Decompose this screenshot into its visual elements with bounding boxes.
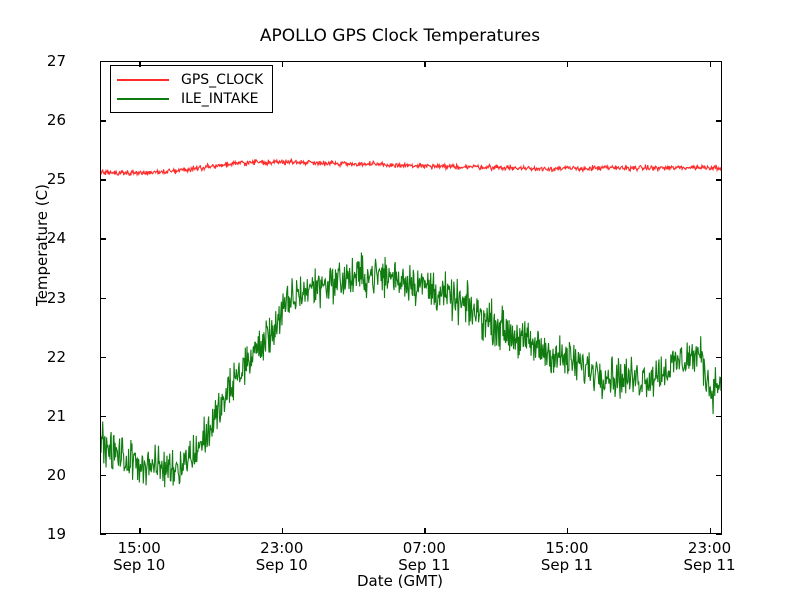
y-tick-mark xyxy=(716,356,722,359)
x-tick-date: Sep 10 xyxy=(113,556,166,574)
chart-title: APOLLO GPS Clock Temperatures xyxy=(259,26,541,46)
y-tick-label: 22 xyxy=(46,347,66,366)
y-tick-mark xyxy=(100,474,106,477)
y-tick-label: 20 xyxy=(46,465,66,484)
y-tick-label: 26 xyxy=(46,111,66,130)
y-tick-mark xyxy=(100,356,106,359)
legend-item: ILE_INTAKE xyxy=(117,89,263,108)
y-tick-mark xyxy=(716,61,722,63)
x-tick-mark xyxy=(139,61,141,67)
y-tick-label: 21 xyxy=(46,406,66,425)
y-tick-label: 25 xyxy=(46,170,66,189)
y-tick-mark xyxy=(716,297,722,299)
y-tick-mark xyxy=(100,61,106,63)
y-tick-mark xyxy=(716,534,722,536)
x-tick-mark xyxy=(281,61,284,67)
y-tick-label: 19 xyxy=(46,525,66,543)
legend-label: GPS_CLOCK xyxy=(181,71,264,88)
legend-item: GPS_CLOCK xyxy=(117,70,263,89)
x-tick-time: 23:00 xyxy=(260,539,304,557)
x-tick-label: 15:00 Sep 10 xyxy=(113,540,165,574)
x-tick-date: Sep 11 xyxy=(683,556,736,574)
y-tick-label: 27 xyxy=(46,52,66,70)
x-tick-mark xyxy=(281,528,284,534)
x-tick-mark xyxy=(709,528,711,534)
x-tick-label: 23:00 Sep 11 xyxy=(683,540,735,574)
x-tick-mark xyxy=(709,61,711,67)
x-tick-label: 15:00 Sep 11 xyxy=(541,540,593,574)
x-axis-label: Date (GMT) xyxy=(356,572,444,590)
x-tick-time: 07:00 xyxy=(402,539,446,557)
x-tick-time: 15:00 xyxy=(545,539,589,557)
plot-lines xyxy=(101,157,721,488)
x-tick-mark xyxy=(566,528,569,534)
x-tick-time: 23:00 xyxy=(687,539,732,557)
chart-legend: GPS_CLOCK ILE_INTAKE xyxy=(110,65,274,113)
y-tick-mark xyxy=(100,415,106,418)
series-line-ile-intake xyxy=(101,252,721,488)
y-tick-mark xyxy=(716,238,722,240)
x-tick-time: 15:00 xyxy=(117,539,161,557)
x-tick-mark xyxy=(566,61,569,67)
legend-color-swatch xyxy=(117,97,169,100)
y-tick-mark xyxy=(100,179,106,181)
y-tick-label: 23 xyxy=(46,288,66,307)
y-tick-mark xyxy=(100,120,106,122)
x-tick-mark xyxy=(139,528,141,534)
y-tick-mark xyxy=(100,238,106,240)
x-tick-date: Sep 10 xyxy=(255,556,308,574)
y-tick-mark xyxy=(716,120,722,122)
x-tick-label: 07:00 Sep 11 xyxy=(398,540,450,574)
legend-label: ILE_INTAKE xyxy=(181,90,259,107)
x-tick-mark xyxy=(424,61,426,67)
x-tick-date: Sep 11 xyxy=(540,556,594,574)
y-tick-mark xyxy=(716,179,722,181)
series-line-gps-clock xyxy=(101,157,721,177)
x-tick-date: Sep 11 xyxy=(398,556,451,574)
plot-area xyxy=(100,61,722,534)
y-tick-mark xyxy=(716,415,722,418)
x-tick-label: 23:00 Sep 10 xyxy=(256,540,308,574)
y-tick-mark xyxy=(100,534,106,536)
y-tick-label: 24 xyxy=(46,229,66,248)
x-tick-mark xyxy=(424,528,426,534)
y-tick-mark xyxy=(100,297,106,299)
y-tick-mark xyxy=(716,474,722,477)
legend-color-swatch xyxy=(117,78,169,81)
